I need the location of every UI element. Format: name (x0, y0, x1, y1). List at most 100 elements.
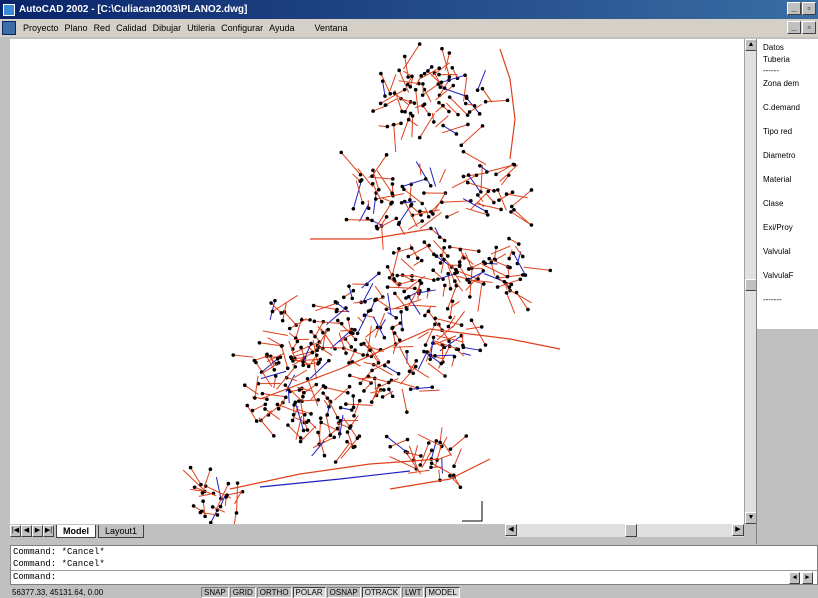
pipe-node (387, 387, 391, 392)
panel-item-valvula-i[interactable]: ValvulaI (763, 247, 791, 256)
pipe-node (511, 251, 516, 255)
pipe-node (400, 273, 405, 277)
pipe-node (529, 223, 534, 227)
pipe-node (509, 282, 514, 287)
panel-item-tipo-red[interactable]: Tipo red (763, 127, 793, 136)
pipe-node (351, 206, 356, 211)
menu-calidad[interactable]: Calidad (116, 23, 147, 33)
menu-utileria[interactable]: Utileria (187, 23, 216, 33)
horizontal-scroll-thumb[interactable] (625, 524, 637, 537)
pipe-node (406, 294, 411, 299)
menu-proyecto[interactable]: Proyecto (23, 23, 59, 33)
pipe-node (399, 121, 403, 126)
menu-red[interactable]: Red (93, 23, 111, 33)
pipe-node (301, 360, 305, 364)
cmd-scroll-right-icon[interactable]: ▶ (802, 572, 813, 584)
pipe-node (314, 353, 319, 357)
osnap-toggle[interactable]: OSNAP (326, 586, 361, 598)
pipe-node (371, 168, 375, 173)
pipe-segment (490, 262, 496, 276)
pipe-segment (364, 338, 381, 364)
pipe-node (459, 143, 464, 148)
pipe-node (384, 153, 389, 157)
panel-item-clase[interactable]: Clase (763, 199, 784, 208)
pipe-segment (268, 402, 284, 416)
command-window[interactable]: Command: *Cancel* Command: *Cancel* Comm… (10, 545, 818, 585)
pipe-node (347, 373, 352, 378)
panel-item-zona-dem[interactable]: Zona dem (763, 79, 800, 88)
horizontal-scrollbar[interactable]: ◀ ▶ (505, 524, 744, 537)
doc-restore-button[interactable]: ▫ (802, 21, 816, 34)
panel-item-exi-proy[interactable]: Exi/Proy (763, 223, 793, 232)
pipe-segment (320, 421, 341, 433)
pipe-node (452, 464, 456, 469)
otrack-toggle[interactable]: OTRACK (361, 586, 402, 598)
menu-configurar[interactable]: Configurar (221, 23, 264, 33)
document-icon[interactable] (2, 21, 16, 35)
polar-toggle[interactable]: POLAR (292, 586, 326, 598)
pipe-node (345, 430, 350, 434)
ortho-toggle[interactable]: ORTHO (256, 586, 292, 598)
menu-dibujar[interactable]: Dibujar (152, 23, 182, 33)
pipe-node (548, 268, 553, 273)
vertical-scrollbar[interactable]: ▲ ▼ (744, 39, 757, 524)
panel-item-c-demand[interactable]: C.demand (763, 103, 800, 112)
pipe-node (352, 413, 356, 418)
menu-plano[interactable]: Plano (64, 23, 88, 33)
pipe-node (508, 265, 512, 270)
pipe-node (461, 149, 466, 154)
model-toggle[interactable]: MODEL (425, 586, 460, 598)
autocad-app-icon[interactable] (3, 3, 15, 16)
pipe-node (478, 348, 482, 353)
pipe-node (406, 254, 411, 259)
scroll-left-arrow-icon[interactable]: ◀ (505, 524, 517, 536)
scroll-up-arrow-icon[interactable]: ▲ (745, 39, 757, 51)
prev-tab-icon[interactable]: ◀ (21, 525, 32, 537)
pipe-segment (264, 408, 281, 420)
pipe-segment (300, 425, 317, 442)
pipe-segment (277, 403, 305, 416)
drawing-canvas[interactable] (10, 39, 744, 524)
panel-item-diametro[interactable]: Diametro (763, 151, 796, 160)
pipe-node (305, 428, 310, 432)
pipe-node (302, 412, 307, 417)
pipe-node (390, 182, 395, 186)
pipe-node (295, 339, 300, 344)
pipe-node (385, 264, 390, 269)
pipe-segment (312, 436, 335, 449)
pipe-node (302, 390, 306, 395)
minimize-button[interactable]: _ (787, 2, 801, 15)
pipe-node (365, 216, 370, 221)
doc-minimize-button[interactable]: _ (787, 21, 801, 34)
first-tab-icon[interactable]: |◀ (10, 525, 21, 537)
tab-model[interactable]: Model (56, 524, 96, 538)
pipe-node (390, 177, 395, 181)
snap-toggle[interactable]: SNAP (201, 586, 229, 598)
panel-item-valvula-f[interactable]: ValvulaF (763, 271, 794, 280)
pipe-segment (289, 318, 307, 329)
lwt-toggle[interactable]: LWT (402, 586, 425, 598)
pipe-segment (236, 483, 239, 514)
pipe-segment (409, 360, 417, 372)
restore-button[interactable]: ▫ (802, 2, 816, 15)
pipe-node (315, 348, 319, 353)
pipe-node (263, 402, 268, 407)
pipe-segment (353, 301, 366, 304)
tab-layout1[interactable]: Layout1 (98, 524, 145, 538)
menu-ayuda[interactable]: Ayuda (269, 23, 295, 33)
pipe-node (366, 206, 371, 211)
pipe-segment (281, 345, 289, 369)
last-tab-icon[interactable]: ▶| (43, 525, 54, 537)
panel-item-material[interactable]: Material (763, 175, 792, 184)
cmd-scroll-left-icon[interactable]: ◀ (789, 572, 800, 584)
pipe-segment (486, 164, 515, 173)
pipe-node (410, 114, 415, 118)
pipe-segment (400, 366, 417, 385)
command-prompt[interactable]: Command: (11, 570, 817, 582)
pipe-segment (442, 442, 453, 456)
pipe-segment (439, 427, 443, 443)
scroll-right-arrow-icon[interactable]: ▶ (732, 524, 744, 536)
next-tab-icon[interactable]: ▶ (32, 525, 43, 537)
grid-toggle[interactable]: GRID (229, 586, 256, 598)
menu-ventana[interactable]: Ventana (314, 23, 348, 33)
